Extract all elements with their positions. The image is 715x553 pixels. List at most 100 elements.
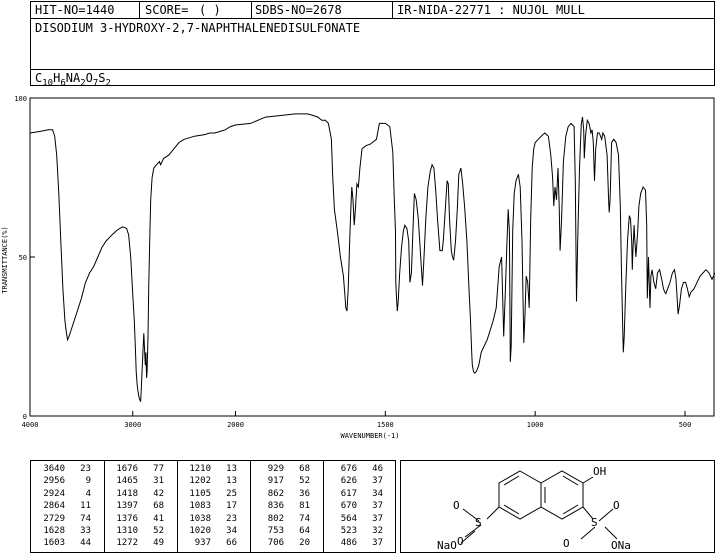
peak-transmittance: 32 [372,526,383,536]
peak-wavenumber: 1105 [189,488,211,499]
formula-element: S [98,71,106,85]
peak-table: 3640 23 2956 9 2924 4 2864 11 2729 74 1628 33 1603 44… [30,460,396,553]
divider [392,2,393,18]
peak-transmittance: 74 [299,513,310,524]
peak-wavenumber: 3640 [43,464,65,474]
compound-name-row: DISODIUM 3-HYDROXY-2,7-NAPHTHALENEDISULF… [30,18,715,70]
left-ring [498,470,542,520]
peak-transmittance: 11 [80,501,91,512]
x-tick-label: 1000 [527,421,544,429]
peak-transmittance: 23 [226,513,237,524]
peak-transmittance: 25 [226,488,237,499]
molecule-structure: OH S O O NaO S O O ONa [437,465,631,552]
peak-wavenumber: 706 [267,538,284,549]
y-tick-label: 50 [19,254,27,262]
sdbs-number: SDBS-NO=2678 [255,3,342,17]
oh-label: OH [593,465,606,478]
peak-transmittance: 33 [80,526,91,536]
o-left-bottom-label: O [457,535,464,548]
divider [139,2,140,18]
x-tick-label: 2000 [227,421,244,429]
table-divider [323,461,324,552]
peak-wavenumber: 1465 [116,476,138,487]
o-right-bottom-label: O [563,537,570,550]
peak-transmittance: 74 [80,513,91,524]
structure-panel: OH S O O NaO S O O ONa [400,460,715,553]
peak-transmittance: 9 [85,476,91,487]
peak-transmittance: 4 [85,488,91,499]
formula-subscript: 7 [92,78,99,89]
x-tick-label: 1500 [377,421,394,429]
peak-transmittance: 68 [299,464,310,474]
peak-wavenumber: 802 [267,513,284,524]
peak-transmittance: 13 [226,464,237,474]
peak-wavenumber: 1020 [189,526,211,536]
peak-wavenumber: 1397 [116,501,138,512]
peak-wavenumber: 1376 [116,513,138,524]
peak-transmittance: 81 [299,501,310,512]
score-value: ( ) [199,3,221,17]
peak-wavenumber: 1603 [43,538,65,549]
s-left-label: S [475,516,482,529]
y-tick-label: 100 [14,95,27,103]
peak-transmittance: 37 [372,501,383,512]
peak-transmittance: 34 [372,488,383,499]
formula-element: H [53,71,61,85]
formula-subscript: 2 [105,78,111,89]
ir-info: IR-NIDA-22771 : NUJOL MULL [397,3,585,17]
peak-wavenumber: 1083 [189,501,211,512]
peak-transmittance: 31 [153,476,164,487]
header-row: HIT-NO=1440 SCORE= ( ) SDBS-NO=2678 IR-N… [30,1,715,19]
formula-subscript: 10 [42,78,54,89]
y-tick-label: 0 [23,413,27,421]
peak-wavenumber: 676 [340,464,357,474]
peak-wavenumber: 617 [340,488,357,499]
peak-transmittance: 17 [226,501,237,512]
peak-wavenumber: 2956 [43,476,65,487]
peak-wavenumber: 1210 [189,464,211,474]
peak-wavenumber: 670 [340,501,357,512]
peak-transmittance: 77 [153,464,164,474]
o-right-top-label: O [613,499,620,512]
peak-wavenumber: 937 [194,538,211,549]
peak-transmittance: 46 [372,464,383,474]
peak-wavenumber: 523 [340,526,357,536]
x-tick-label: 4000 [22,421,39,429]
peak-transmittance: 64 [299,526,310,536]
peak-transmittance: 13 [226,476,237,487]
peak-wavenumber: 2729 [43,513,65,524]
score-label: SCORE= [145,3,189,17]
formula-element: NA [65,71,81,85]
table-divider [104,461,105,552]
spectrum-line [29,113,715,402]
y-axis-label: TRANSMITTANCE(%) [1,226,9,293]
peak-transmittance: 36 [299,488,310,499]
peak-wavenumber: 862 [267,488,284,499]
table-divider [250,461,251,552]
x-tick-label: 3000 [124,421,141,429]
peak-wavenumber: 753 [267,526,284,536]
formula-row: C10H6NA2O7S2 [30,69,715,88]
peak-transmittance: 23 [80,464,91,474]
o-left-top-label: O [453,499,460,512]
peak-transmittance: 41 [153,513,164,524]
peak-wavenumber: 1418 [116,488,138,499]
peak-wavenumber: 486 [340,538,357,549]
peak-transmittance: 52 [153,526,164,536]
peak-wavenumber: 1038 [189,513,211,524]
peak-transmittance: 37 [372,538,383,549]
divider [251,2,252,18]
s-right-label: S [591,516,598,529]
peak-transmittance: 20 [299,538,310,549]
molecular-formula: C10H6NA2O7S2 [35,71,111,90]
peak-wavenumber: 2924 [43,488,65,499]
x-tick-label: 500 [679,421,692,429]
peak-transmittance: 66 [226,538,237,549]
ir-spectrum-chart: 4000 3000 2000 1500 1000 500 0 50 100 WAVENUMBER… [1,95,715,440]
peak-wavenumber: 626 [340,476,357,487]
peak-wavenumber: 836 [267,501,284,512]
formula-element: C [35,71,43,85]
table-divider [177,461,178,552]
peak-wavenumber: 2864 [43,501,65,512]
peak-wavenumber: 1272 [116,538,138,549]
